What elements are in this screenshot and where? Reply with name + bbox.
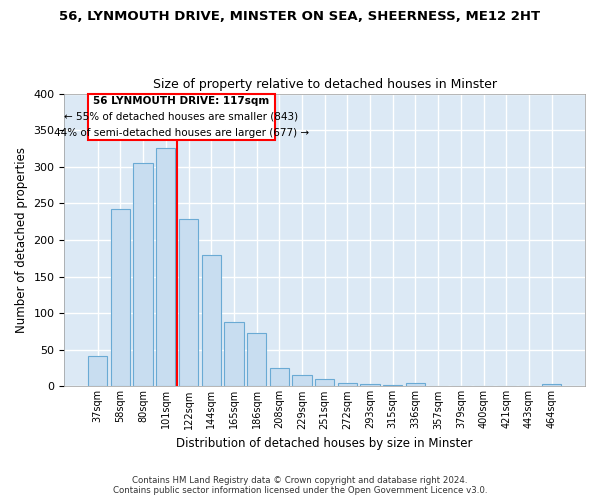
Bar bbox=[406, 384, 425, 386]
Text: 56, LYNMOUTH DRIVE, MINSTER ON SEA, SHEERNESS, ME12 2HT: 56, LYNMOUTH DRIVE, MINSTER ON SEA, SHEE… bbox=[59, 10, 541, 23]
Text: ← 55% of detached houses are smaller (843): ← 55% of detached houses are smaller (84… bbox=[64, 112, 299, 122]
Bar bbox=[247, 333, 266, 386]
Bar bbox=[361, 384, 380, 386]
Bar bbox=[179, 220, 198, 386]
Bar bbox=[88, 94, 275, 140]
Bar bbox=[338, 382, 357, 386]
Bar bbox=[315, 379, 334, 386]
Bar bbox=[88, 356, 107, 386]
Bar bbox=[542, 384, 562, 386]
Text: Contains HM Land Registry data © Crown copyright and database right 2024.
Contai: Contains HM Land Registry data © Crown c… bbox=[113, 476, 487, 495]
Text: 44% of semi-detached houses are larger (677) →: 44% of semi-detached houses are larger (… bbox=[54, 128, 309, 138]
Bar bbox=[133, 163, 153, 386]
X-axis label: Distribution of detached houses by size in Minster: Distribution of detached houses by size … bbox=[176, 437, 473, 450]
Bar bbox=[224, 322, 244, 386]
Bar bbox=[202, 254, 221, 386]
Bar bbox=[269, 368, 289, 386]
Bar bbox=[111, 209, 130, 386]
Text: 56 LYNMOUTH DRIVE: 117sqm: 56 LYNMOUTH DRIVE: 117sqm bbox=[94, 96, 269, 106]
Title: Size of property relative to detached houses in Minster: Size of property relative to detached ho… bbox=[153, 78, 497, 91]
Bar bbox=[156, 148, 175, 386]
Y-axis label: Number of detached properties: Number of detached properties bbox=[15, 147, 28, 333]
Bar bbox=[292, 376, 311, 386]
Bar bbox=[383, 385, 403, 386]
